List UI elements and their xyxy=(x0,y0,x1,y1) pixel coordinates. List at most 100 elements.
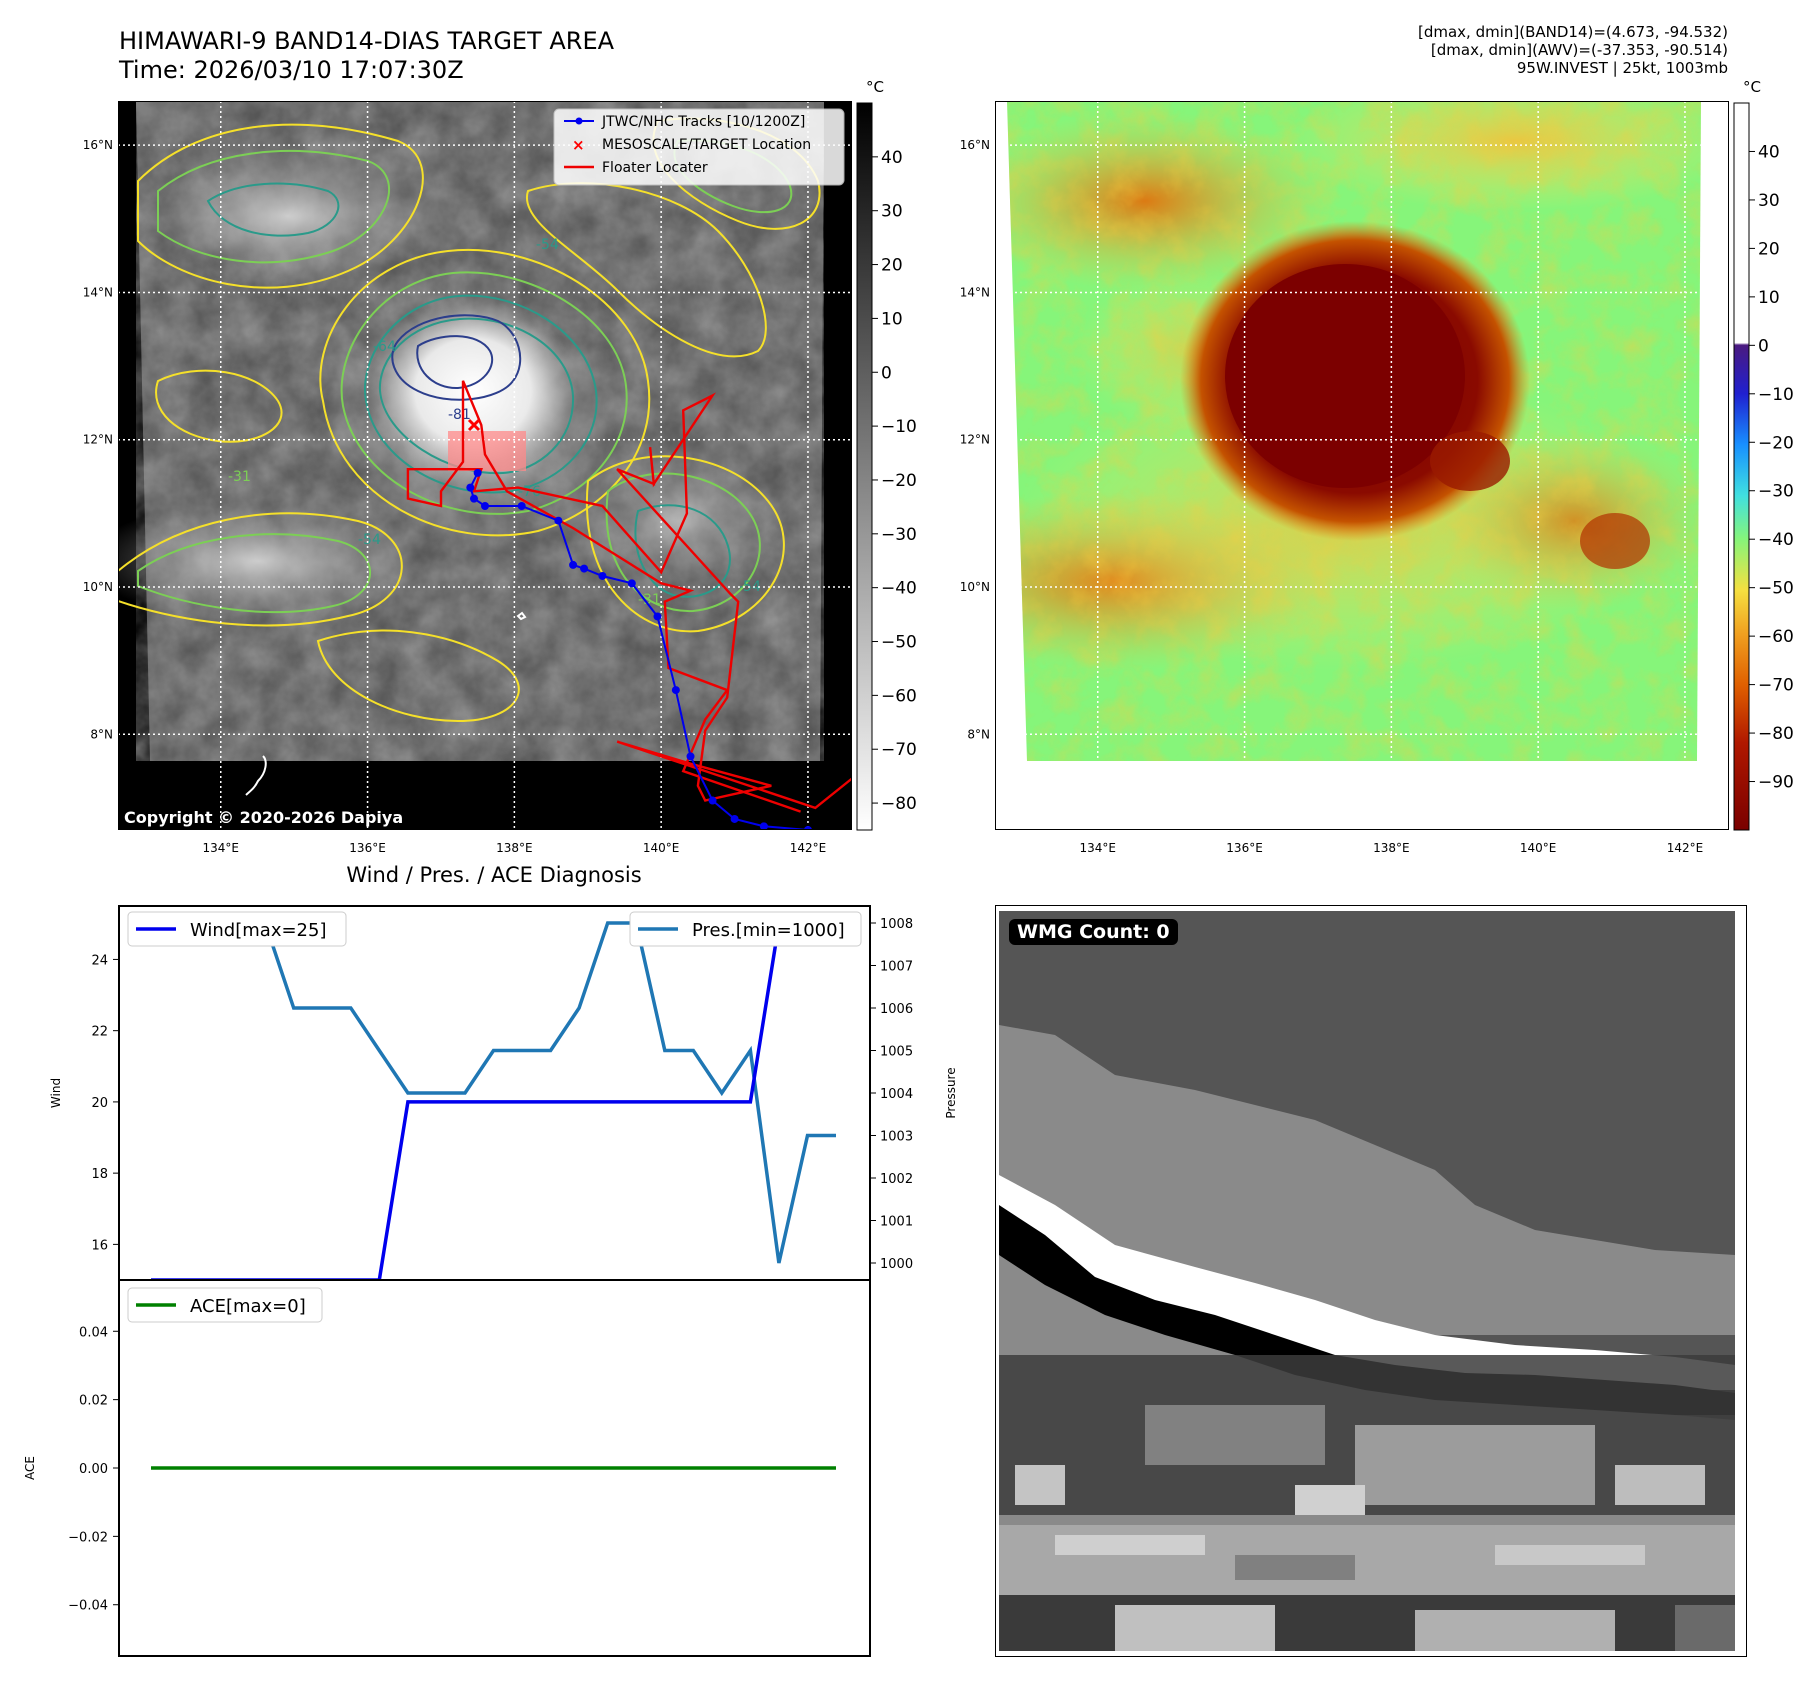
pressure-tick-label: 1004 xyxy=(880,1087,913,1102)
ace-tick-label: −0.02 xyxy=(68,1530,108,1545)
track-point xyxy=(708,796,717,805)
track-point xyxy=(730,814,739,823)
track-point xyxy=(759,822,768,830)
colorbar-tick-label: 30 xyxy=(1758,191,1780,211)
track-point xyxy=(466,483,475,492)
lat-tick-label: 10°N xyxy=(960,580,990,594)
ace-axis-label: ACE xyxy=(23,1456,37,1480)
track-point xyxy=(473,468,482,477)
left-map-axis-labels: 8°N 10°N 12°N 14°N 16°N 134°E 136°E 138°E 140°E… xyxy=(83,138,827,855)
pressure-tick-label: 1008 xyxy=(880,917,913,932)
pressure-tick-label: 1006 xyxy=(880,1002,913,1017)
lat-tick-label: 12°N xyxy=(83,433,113,447)
colorbar-tick-label: −20 xyxy=(881,471,917,491)
colorbar-tick-label: −60 xyxy=(1758,627,1794,647)
track-point xyxy=(554,516,563,525)
pressure-legend: Pres.[min=1000] xyxy=(629,911,862,947)
ace-legend-label: ACE[max=0] xyxy=(190,1296,306,1317)
stats-awv: [dmax, dmin](AWV)=(-37.353, -90.514) xyxy=(1430,41,1728,59)
colorbar-tick-label: 10 xyxy=(881,309,903,329)
lon-tick-label: 134°E xyxy=(1080,841,1117,855)
colorbar-right-unit: °C xyxy=(1743,78,1761,96)
colorbar-tick-label: −90 xyxy=(1758,773,1794,793)
stats-storm: 95W.INVEST | 25kt, 1003mb xyxy=(1516,59,1728,77)
pressure-tick-label: 1001 xyxy=(880,1215,913,1230)
map-gridlines xyxy=(1007,101,1701,761)
track-point xyxy=(598,571,607,580)
lat-tick-label: 14°N xyxy=(83,285,113,299)
floater-locater-line xyxy=(406,380,852,813)
stats-band14: [dmax, dmin](BAND14)=(4.673, -94.532) xyxy=(1417,23,1728,41)
wind-pressure-axes xyxy=(118,905,871,1281)
colorbar-tick-label: −50 xyxy=(1758,579,1794,599)
colorbar-tick-label: −30 xyxy=(1758,482,1794,502)
pressure-legend-label: Pres.[min=1000] xyxy=(692,920,845,941)
colorbar-tick-label: 0 xyxy=(1758,336,1769,356)
colorbar-tick-label: 10 xyxy=(1758,288,1780,308)
pressure-tick-label: 1005 xyxy=(880,1045,913,1060)
legend-floater-label: Floater Locater xyxy=(602,160,708,176)
colorbar-left-unit: °C xyxy=(866,78,884,96)
pressure-tick-label: 1003 xyxy=(880,1130,913,1145)
contour-label: -54 xyxy=(358,532,381,548)
pressure-tick-label: 1000 xyxy=(880,1257,913,1272)
track-point xyxy=(686,752,695,761)
track-point xyxy=(580,564,589,573)
wind-tick-label: 18 xyxy=(91,1167,108,1182)
pressure-tick-label: 1007 xyxy=(880,960,913,975)
legend-track-label: JTWC/NHC Tracks [10/1200Z] xyxy=(601,114,805,130)
colorbar-tick-label: −40 xyxy=(881,579,917,599)
colorbar-tick-label: −70 xyxy=(881,740,917,760)
colorbar-tick-label: −70 xyxy=(1758,676,1794,696)
lon-tick-label: 140°E xyxy=(1520,841,1557,855)
legend-target-label: MESOSCALE/TARGET Location xyxy=(602,137,811,153)
colorbar-tick-label: −40 xyxy=(1758,530,1794,550)
colorbar-tick-label: −20 xyxy=(1758,433,1794,453)
island-coastline xyxy=(245,755,267,796)
colorbar-tick-label: −30 xyxy=(881,525,917,545)
wmg-panel xyxy=(995,905,1747,1657)
lon-tick-label: 142°E xyxy=(1667,841,1704,855)
colorbar-left: 40 30 20 10 0 −10 −20 −30 −40 −50 −60 −70 −80 xyxy=(856,102,917,831)
wind-axis-label: Wind xyxy=(49,1078,63,1108)
lon-tick-label: 138°E xyxy=(496,841,533,855)
track-point xyxy=(627,579,636,588)
colorbar-tick-label: 20 xyxy=(881,256,903,276)
wmg-image xyxy=(999,911,1735,1651)
contour-labels: -54 -64 -81 -76 -54 -31 -31 -54 xyxy=(228,237,761,608)
colorbar-tick-label: −60 xyxy=(881,686,917,706)
lon-tick-label: 142°E xyxy=(790,841,827,855)
ace-tick-label: −0.04 xyxy=(68,1599,108,1614)
contour-label: -64 xyxy=(373,339,396,355)
colorbar-tick-label: −80 xyxy=(881,794,917,814)
colorbar-tick-label: 40 xyxy=(1758,142,1780,162)
colorbar-right: 40 30 20 10 0 −10 −20 −30 −40 −50 −60 −70 −80 −90 xyxy=(1733,102,1794,831)
ace-tick-label: 0.04 xyxy=(79,1325,108,1340)
pressure-tick-label: 1002 xyxy=(880,1172,913,1187)
lat-tick-label: 8°N xyxy=(967,727,990,741)
target-marker xyxy=(467,418,481,432)
wind-tick-label: 22 xyxy=(91,1025,108,1040)
copyright-text: Copyright © 2020-2026 Dapiya xyxy=(124,808,404,827)
track-point xyxy=(671,686,680,695)
contour-label: -54 xyxy=(536,237,559,253)
pressure-axis-label: Pressure xyxy=(944,1067,958,1118)
lat-tick-label: 8°N xyxy=(90,727,113,741)
figure-time: Time: 2026/03/10 17:07:30Z xyxy=(119,56,464,84)
wind-legend: Wind[max=25] xyxy=(127,911,347,947)
track-point xyxy=(653,612,662,621)
ace-legend: ACE[max=0] xyxy=(127,1287,323,1323)
track-point xyxy=(569,560,578,569)
colorbar-tick-label: 0 xyxy=(881,363,892,383)
lat-tick-label: 12°N xyxy=(960,433,990,447)
red-x-icon: × xyxy=(572,136,585,154)
map-gridlines xyxy=(118,101,852,830)
lon-tick-label: 136°E xyxy=(349,841,386,855)
band14-map-panel: -54 -64 -81 -76 -54 -31 -31 -54 JTWC/NHC… xyxy=(118,101,852,830)
wind-tick-label: 24 xyxy=(91,953,108,968)
colorbar-tick-label: 30 xyxy=(881,202,903,222)
colorbar-tick-label: 40 xyxy=(881,148,903,168)
wind-legend-label: Wind[max=25] xyxy=(190,920,327,941)
lon-tick-label: 140°E xyxy=(643,841,680,855)
lon-tick-label: 134°E xyxy=(203,841,240,855)
